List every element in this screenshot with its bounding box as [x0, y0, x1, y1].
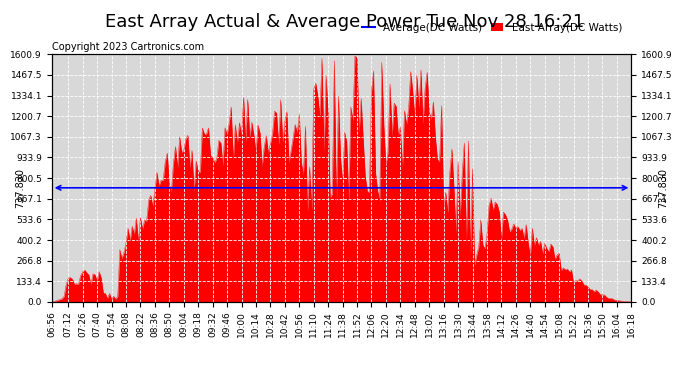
Text: 737.830: 737.830 — [15, 168, 25, 208]
Text: Copyright 2023 Cartronics.com: Copyright 2023 Cartronics.com — [52, 42, 204, 52]
Legend: Average(DC Watts), East Array(DC Watts): Average(DC Watts), East Array(DC Watts) — [358, 19, 626, 37]
Text: 737.830: 737.830 — [658, 168, 668, 208]
Text: East Array Actual & Average Power Tue Nov 28 16:21: East Array Actual & Average Power Tue No… — [106, 13, 584, 31]
